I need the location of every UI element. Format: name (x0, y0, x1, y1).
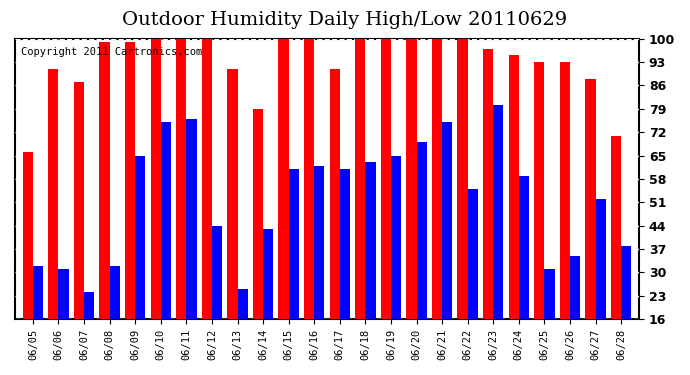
Bar (110, 266, 120, 372)
Bar (509, 56, 519, 372)
Bar (48, 69, 59, 372)
Bar (279, 39, 288, 372)
Text: Outdoor Humidity Daily High/Low 20110629: Outdoor Humidity Daily High/Low 20110629 (122, 11, 568, 29)
Bar (288, 169, 299, 372)
Bar (135, 156, 146, 372)
Bar (585, 79, 595, 372)
Bar (304, 39, 314, 372)
Bar (468, 189, 478, 372)
Bar (611, 135, 621, 372)
Bar (33, 266, 43, 372)
Bar (595, 199, 606, 372)
Bar (330, 69, 339, 372)
Bar (186, 119, 197, 372)
Bar (23, 152, 33, 372)
Bar (227, 69, 237, 372)
Bar (237, 289, 248, 372)
Bar (570, 256, 580, 372)
Text: Copyright 2011 Cartronics.com: Copyright 2011 Cartronics.com (21, 47, 202, 57)
Bar (391, 156, 401, 372)
Bar (339, 169, 350, 372)
Bar (125, 42, 135, 372)
Bar (59, 269, 69, 372)
Bar (544, 269, 555, 372)
Bar (621, 246, 631, 372)
Bar (161, 122, 171, 372)
Bar (560, 62, 570, 372)
Bar (406, 39, 417, 372)
Bar (355, 39, 366, 372)
Bar (442, 122, 453, 372)
Bar (483, 49, 493, 372)
Bar (432, 39, 442, 372)
Bar (201, 39, 212, 372)
Bar (84, 292, 95, 372)
Bar (519, 176, 529, 372)
Bar (381, 39, 391, 372)
Bar (150, 39, 161, 372)
Bar (74, 82, 84, 372)
Bar (263, 229, 273, 372)
Bar (212, 226, 222, 372)
Bar (366, 162, 375, 372)
Bar (314, 165, 324, 372)
Bar (534, 62, 544, 372)
Bar (253, 109, 263, 372)
Bar (99, 42, 110, 372)
Bar (417, 142, 426, 372)
Bar (457, 39, 468, 372)
Bar (176, 39, 186, 372)
Bar (493, 105, 504, 372)
